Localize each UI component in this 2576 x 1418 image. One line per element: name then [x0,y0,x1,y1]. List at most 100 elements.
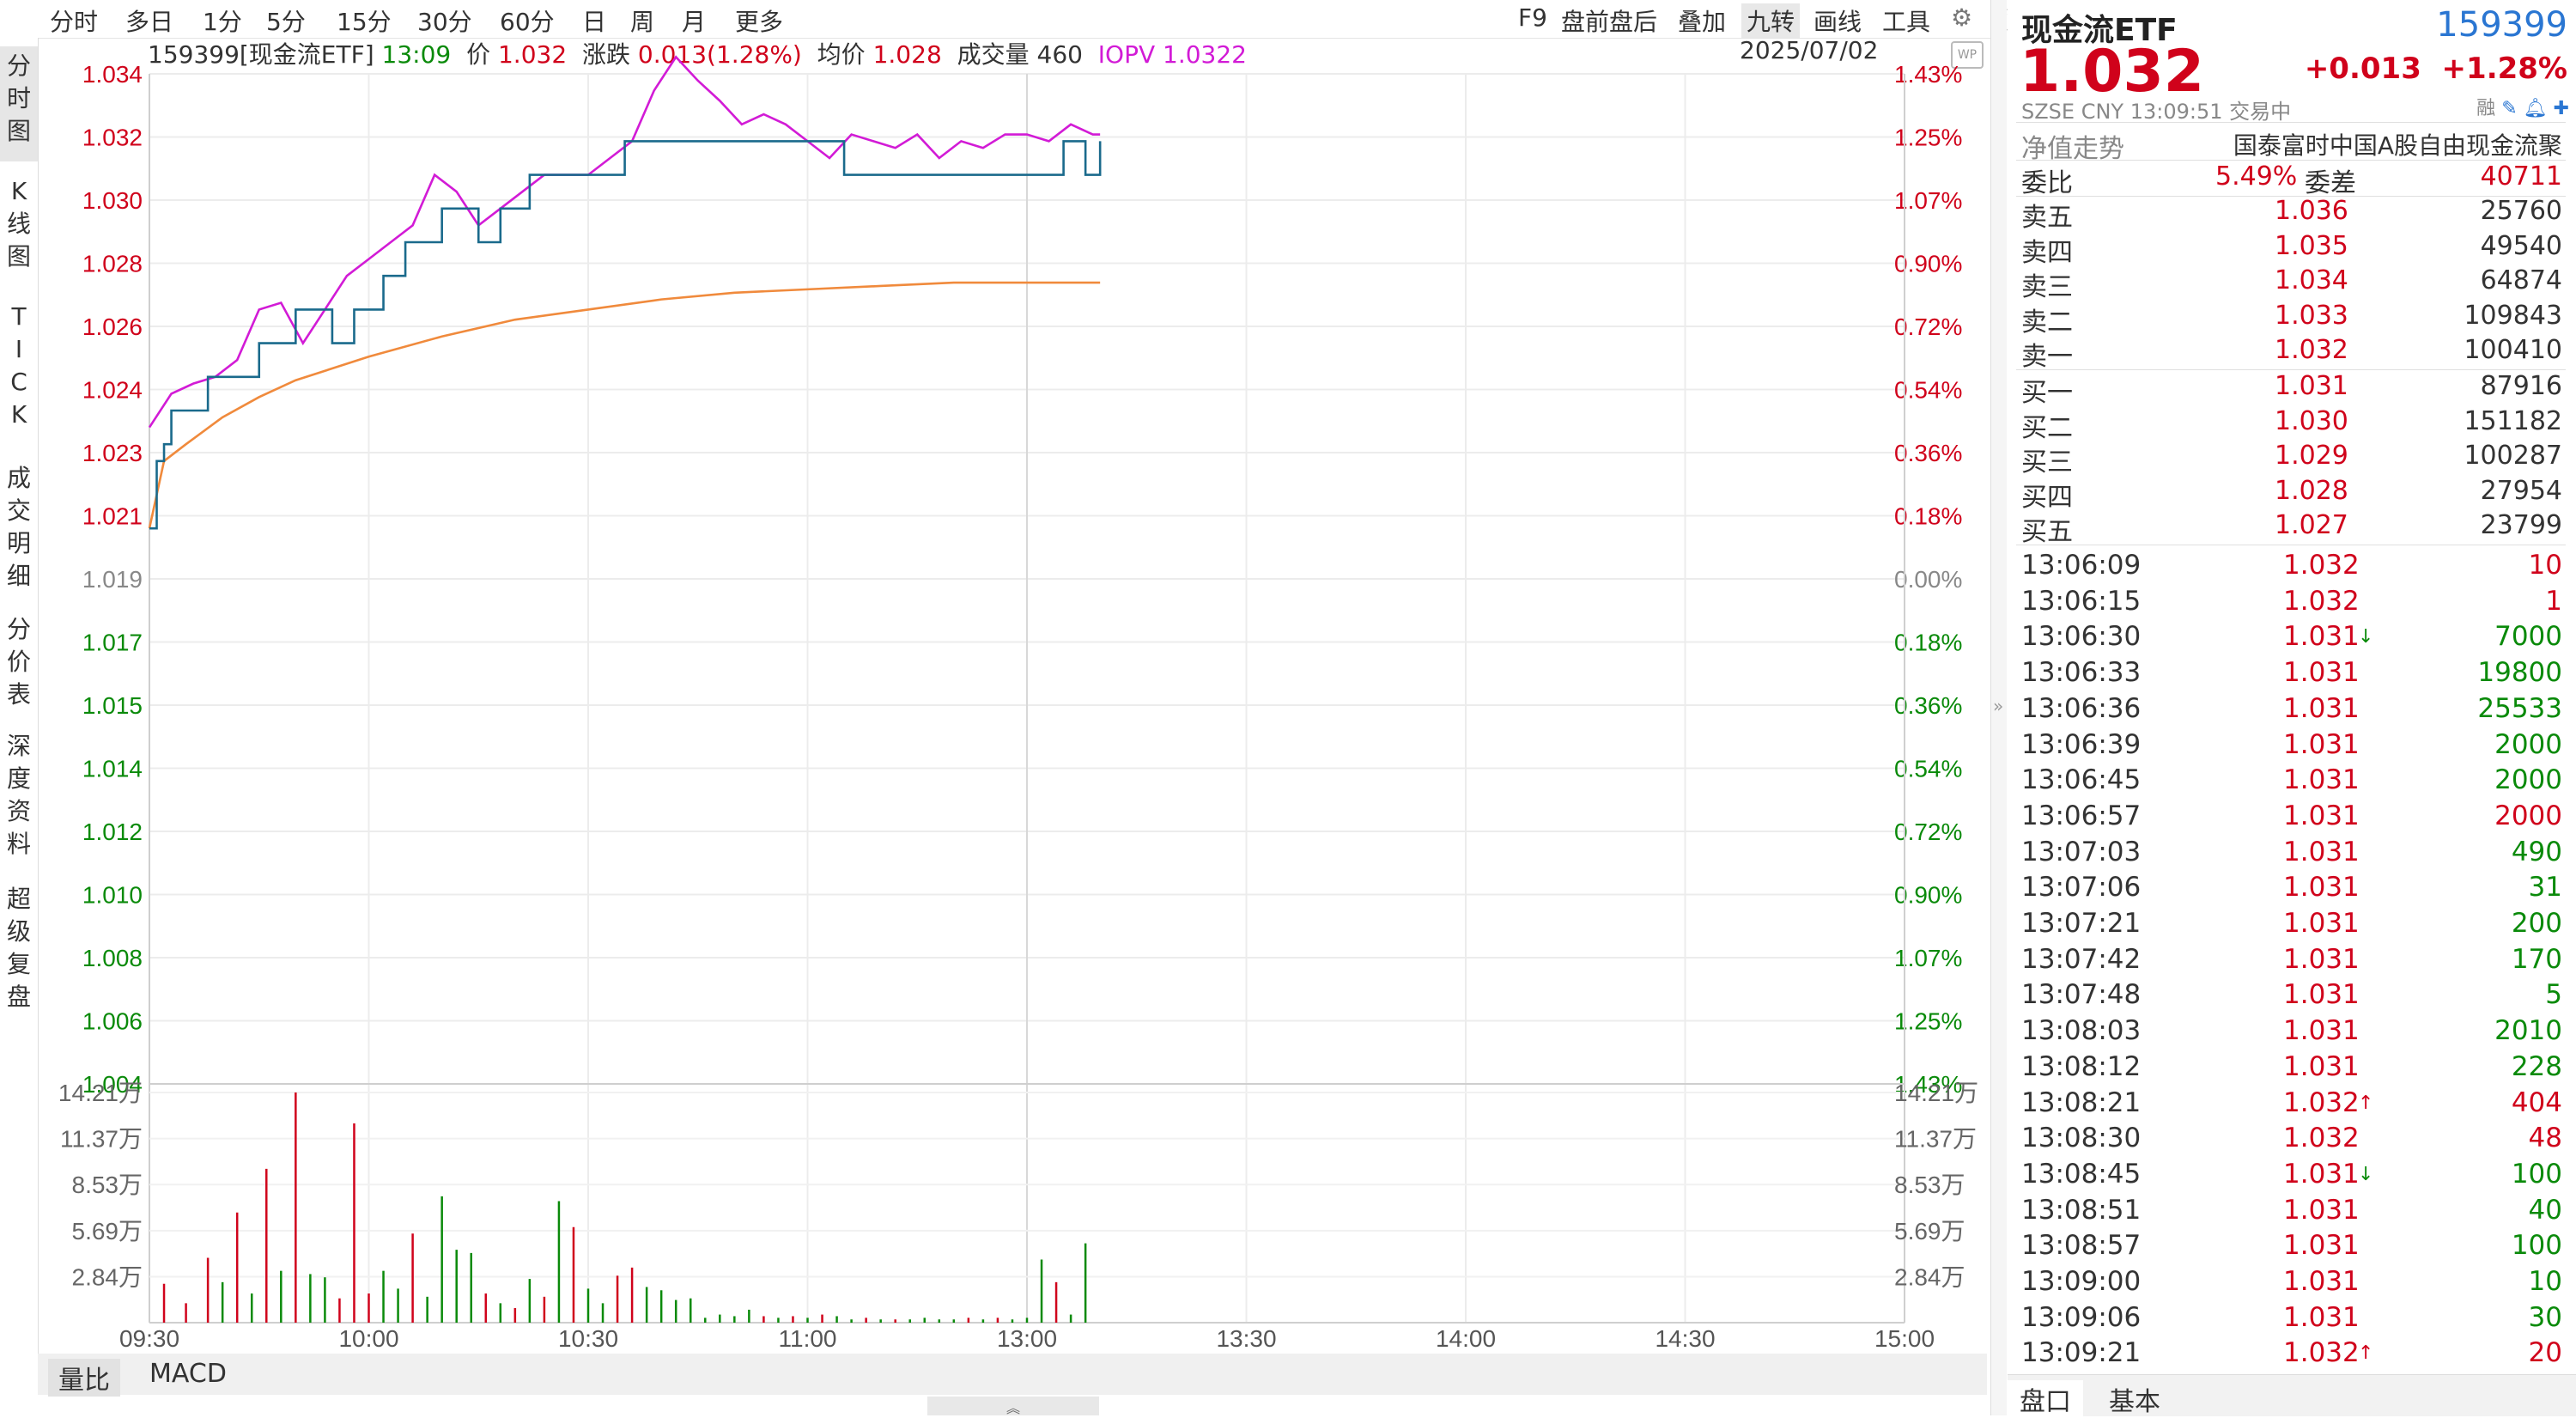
tab-macd[interactable]: MACD [149,1359,227,1389]
price-tick-label: 1.034 [82,61,143,88]
sidebar-item-depth[interactable]: 深度资料 [0,730,38,876]
draw-button[interactable]: 画线 [1814,8,1862,36]
ask-row[interactable]: 卖五 1.036 25760 [2021,196,2562,233]
bid-volume: 87916 [2480,371,2562,401]
timeframe-tab[interactable]: 分时 [50,8,99,36]
timeframe-tab[interactable]: 1分 [203,8,242,36]
tick-time: 13:09:06 [2021,1301,2142,1333]
timeframe-tab[interactable]: 多日 [125,8,174,36]
timeframe-tab[interactable]: 月 [682,8,707,36]
tick-volume: 31 [2528,872,2562,904]
quote-header: 159399[现金流ETF] 13:09 价 1.032 涨跌 0.013(1.… [148,36,1247,70]
timeframe-tab[interactable]: 日 [582,8,607,36]
volume-tick-label: 5.69万 [72,1218,143,1245]
tab-orderbook[interactable]: 盘口 [2008,1380,2083,1418]
timeframe-tab[interactable]: 周 [630,8,655,36]
price-tick-label: 1.021 [82,503,143,530]
tick-volume: 100 [2511,1230,2562,1262]
settings-icon[interactable]: ⚙ [1951,3,1973,32]
timeframe-tab[interactable]: 15分 [337,8,392,36]
sidebar-item-price-table[interactable]: 分价表 [0,613,38,725]
quote-icons: 融 ✎ 🔔︎ ✚ [2476,93,2569,120]
tick-time: 13:09:00 [2021,1266,2142,1297]
overlay-button[interactable]: 叠加 [1678,8,1727,36]
tick-price: 1.032 [2283,1123,2360,1154]
volume-tick-label: 11.37万 [1894,1126,1977,1153]
bid-price: 1.029 [2275,441,2348,471]
alert-icon[interactable]: 🔔︎ [2523,98,2548,119]
ask-level: 卖一 [2021,342,2073,372]
ask-price: 1.035 [2275,230,2348,261]
intraday-chart[interactable]: 1.034 1.43% 1.032 1.25% 1.030 1.07% 1.028 0.90%… [0,0,1992,1409]
f9-button[interactable]: F9 [1518,3,1547,32]
ask-row[interactable]: 卖三 1.034 64874 [2021,265,2562,302]
ratio-label: 委比 [2021,168,2073,198]
timeframe-tab[interactable]: 30分 [417,8,472,36]
price-value: 1.032 [497,40,568,69]
trade-tick-row: 13:08:45 1.031 ↓ 100 [2021,1159,2562,1193]
bid-row[interactable]: 买四 1.028 27954 [2021,476,2562,513]
ask-price: 1.036 [2275,196,2348,226]
price-tick-label: 1.015 [82,692,143,719]
change-value: 0.013(1.28%) [637,40,802,69]
tick-price: 1.032 [2283,1086,2360,1118]
tab-basic[interactable]: 基本 [2109,1387,2160,1417]
tab-volume-ratio[interactable]: 量比 [48,1359,120,1397]
ask-row[interactable]: 卖四 1.035 49540 [2021,230,2562,268]
sidebar-item-trades[interactable]: 成交明细 [0,462,38,608]
panel-divider[interactable]: » [1990,0,2007,1415]
expand-indicator-icon[interactable]: ︽ [927,1397,1099,1416]
chart-date: 2025/07/02 [1740,36,1879,64]
expand-arrow-icon[interactable]: » [1993,696,2004,716]
ask-volume: 25760 [2480,196,2562,226]
timeframe-tab[interactable]: 60分 [500,8,555,36]
sidebar-item-kline[interactable]: K线图 [0,175,38,287]
tools-button[interactable]: 工具 [1882,8,1931,36]
bid-row[interactable]: 买二 1.030 151182 [2021,406,2562,443]
price-label: 价 [466,40,491,69]
sidebar-item-tick[interactable]: TICK [0,301,38,455]
tick-volume: 228 [2511,1050,2562,1082]
ask-row[interactable]: 卖一 1.032 100410 [2021,335,2562,372]
timeframe-tab[interactable]: 5分 [266,8,306,36]
price-tick-label: 1.026 [82,313,143,340]
jiuzhuan-button[interactable]: 九转 [1741,3,1801,38]
timeframe-tab[interactable]: 更多 [735,8,784,36]
trade-tick-row: 13:08:57 1.031 100 [2021,1230,2562,1264]
ask-level: 卖五 [2021,203,2073,233]
nav-row[interactable]: 净值走势 国泰富时中国A股自由现金流聚 [2021,127,2562,164]
add-icon[interactable]: ✚ [2553,98,2569,119]
sidebar-item-label: 超级复盘 [6,885,31,1011]
wp-icon[interactable]: WP [1951,41,1984,69]
trade-tick-row: 13:07:03 1.031 490 [2021,837,2562,871]
bid-row[interactable]: 买三 1.029 100287 [2021,441,2562,478]
pct-tick-label: 0.36% [1894,440,1962,466]
trade-tick-row: 13:08:21 1.032 ↑ 404 [2021,1087,2562,1122]
trade-tick-row: 13:07:21 1.031 200 [2021,908,2562,942]
volume-tick-label: 8.53万 [72,1172,143,1198]
sidebar-item-fenshi[interactable]: 分时图 [0,46,38,161]
tick-volume: 10 [2528,1266,2562,1297]
tick-time: 13:06:15 [2021,585,2142,617]
time-tick-label: 10:30 [558,1325,618,1352]
tick-time: 13:08:57 [2021,1230,2142,1262]
tick-price: 1.031 [2283,1050,2360,1082]
tick-time: 13:06:33 [2021,657,2142,689]
sidebar-item-review[interactable]: 超级复盘 [0,883,38,1029]
premarket-button[interactable]: 盘前盘后 [1561,8,1658,36]
bid-level: 买四 [2021,482,2073,513]
tick-time: 13:09:21 [2021,1337,2142,1369]
diff-value: 40711 [2480,161,2562,192]
tick-price: 1.031 [2283,1301,2360,1333]
tick-price: 1.031 [2283,692,2360,724]
edit-icon[interactable]: ✎ [2501,98,2518,119]
bid-row[interactable]: 买五 1.027 23799 [2021,510,2562,547]
security-name: 159399[现金流ETF] [148,40,374,69]
volume-tick-label: 5.69万 [1894,1218,1965,1245]
ask-row[interactable]: 卖二 1.033 109843 [2021,301,2562,338]
change-label: 涨跌 [581,40,630,69]
tick-time: 13:07:48 [2021,979,2142,1011]
tick-time: 13:08:45 [2021,1158,2142,1190]
bid-row[interactable]: 买一 1.031 87916 [2021,371,2562,408]
bid-volume: 100287 [2464,441,2562,471]
